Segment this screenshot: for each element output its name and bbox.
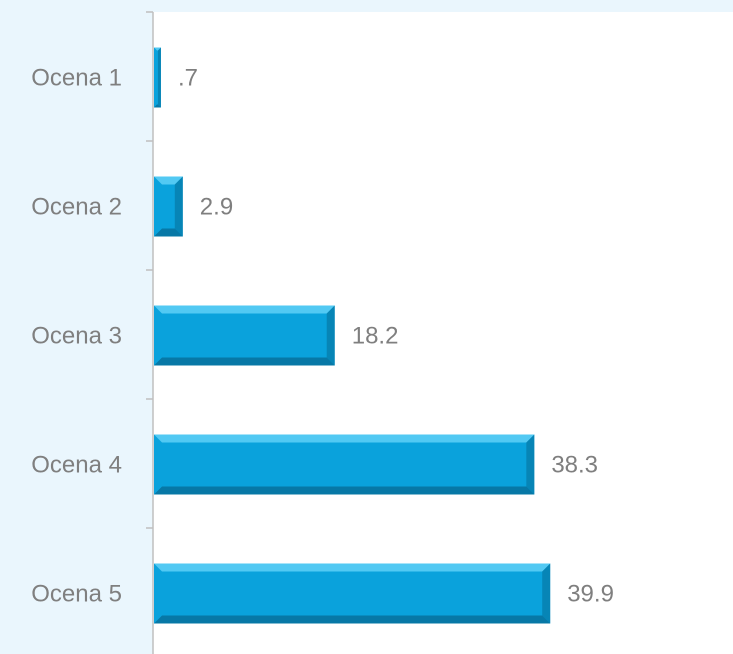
bars — [154, 47, 551, 624]
bar-bevel-top — [154, 305, 335, 314]
bar — [154, 563, 551, 624]
labels: Ocena 1 .7 Ocena 2 2.9 Ocena 3 18.2 Ocena 4 38.… — [31, 65, 614, 608]
bar-bevel-top — [154, 176, 183, 185]
bar-group — [154, 563, 551, 624]
bar-group — [154, 305, 335, 366]
bar-bevel-right — [174, 176, 183, 237]
bar-bevel-bottom — [154, 615, 551, 624]
category-label: Ocena 1 — [31, 65, 122, 92]
bar-bevel-right — [542, 563, 551, 624]
value-label: 39.9 — [567, 581, 614, 608]
value-label: 18.2 — [352, 323, 399, 350]
bar-bevel-top — [154, 563, 551, 572]
bar-bevel-top — [154, 434, 535, 443]
bar-bevel-bottom — [154, 228, 183, 237]
bar-bevel-right — [326, 305, 335, 366]
bar — [154, 47, 161, 108]
category-label: Ocena 5 — [31, 581, 122, 608]
bar — [154, 305, 335, 366]
bar — [154, 434, 535, 495]
value-label: 2.9 — [200, 194, 233, 221]
category-label: Ocena 3 — [31, 323, 122, 350]
bar-group — [154, 47, 161, 108]
bar-group — [154, 176, 183, 237]
bar-group — [154, 434, 535, 495]
bar-bevel-bottom — [154, 104, 161, 108]
category-label: Ocena 4 — [31, 452, 122, 479]
bar-bevel-top — [154, 47, 161, 51]
bar-bevel-bottom — [154, 357, 335, 366]
y-axis — [146, 11, 154, 654]
bar-bevel-bottom — [154, 486, 535, 495]
category-label: Ocena 2 — [31, 194, 122, 221]
bar-bevel-right — [526, 434, 535, 495]
value-label: .7 — [178, 65, 198, 92]
bar-bevel-right — [157, 47, 161, 108]
value-label: 38.3 — [551, 452, 598, 479]
